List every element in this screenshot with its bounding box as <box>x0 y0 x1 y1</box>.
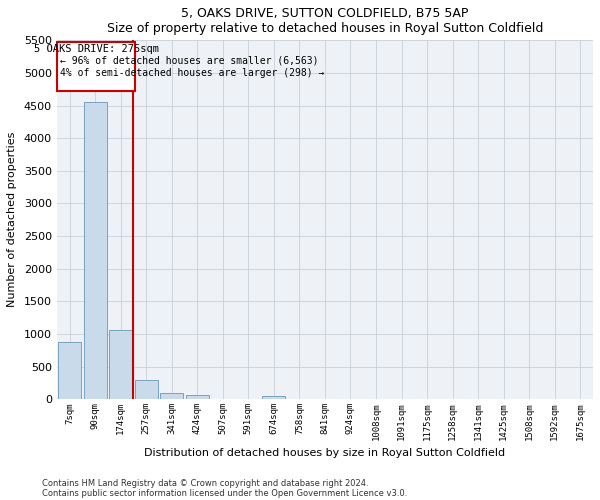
Bar <box>58 342 81 400</box>
X-axis label: Distribution of detached houses by size in Royal Sutton Coldfield: Distribution of detached houses by size … <box>145 448 506 458</box>
Y-axis label: Number of detached properties: Number of detached properties <box>7 132 17 308</box>
Text: ← 96% of detached houses are smaller (6,563): ← 96% of detached houses are smaller (6,… <box>60 56 319 66</box>
Title: 5, OAKS DRIVE, SUTTON COLDFIELD, B75 5AP
Size of property relative to detached h: 5, OAKS DRIVE, SUTTON COLDFIELD, B75 5AP… <box>107 7 543 35</box>
Bar <box>262 396 286 400</box>
Text: Contains HM Land Registry data © Crown copyright and database right 2024.: Contains HM Land Registry data © Crown c… <box>42 478 368 488</box>
Bar <box>83 102 107 400</box>
Text: Contains public sector information licensed under the Open Government Licence v3: Contains public sector information licen… <box>42 488 407 498</box>
FancyBboxPatch shape <box>58 42 135 91</box>
Bar <box>160 393 183 400</box>
Bar <box>135 380 158 400</box>
Text: 5 OAKS DRIVE: 275sqm: 5 OAKS DRIVE: 275sqm <box>34 44 158 54</box>
Text: 4% of semi-detached houses are larger (298) →: 4% of semi-detached houses are larger (2… <box>60 68 325 78</box>
Bar <box>109 330 132 400</box>
Bar <box>186 394 209 400</box>
